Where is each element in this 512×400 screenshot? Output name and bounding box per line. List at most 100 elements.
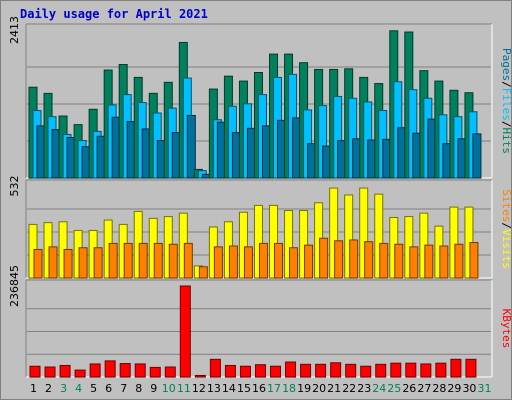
bar-sites-day-15 (243, 246, 253, 279)
bar-kbytes-day-25 (390, 362, 402, 378)
bar-kbytes-day-26 (405, 362, 417, 378)
bar-kbytes-day-8 (134, 363, 146, 378)
x-tick-label-day-6: 6 (105, 382, 112, 395)
bar-sites-day-18 (289, 247, 299, 279)
bar-kbytes-day-18 (285, 361, 297, 378)
y-tick-label: 532 (8, 176, 21, 197)
bar-sites-day-7 (123, 242, 133, 279)
legend-hits-files-pages: Pages/Files/Hits (500, 48, 512, 154)
bar-sites-day-3 (63, 248, 73, 279)
bar-sites-day-29 (454, 243, 464, 279)
bar-sites-day-2 (48, 246, 58, 279)
bar-sites-day-27 (424, 244, 434, 279)
bar-visits-day-23 (359, 187, 369, 279)
bar-kbytes-day-4 (74, 369, 86, 378)
bar-sites-day-6 (108, 242, 118, 279)
x-tick-label-day-25: 25 (387, 382, 401, 395)
x-tick-label-day-13: 13 (207, 382, 221, 395)
x-tick-label-day-12: 12 (192, 382, 206, 395)
bar-sites-day-30 (469, 242, 479, 279)
bar-sites-day-25 (394, 243, 404, 279)
bar-kbytes-day-9 (149, 366, 161, 378)
legend-entry-sites: Sites (500, 189, 512, 222)
x-tick-label-day-1: 1 (30, 382, 37, 395)
bar-kbytes-day-17 (270, 365, 282, 378)
bar-kbytes-day-30 (465, 358, 477, 378)
legend-entry-visits: Visits (500, 229, 512, 269)
bar-sites-day-17 (274, 242, 284, 279)
bar-kbytes-day-19 (300, 363, 312, 378)
x-tick-label-day-15: 15 (237, 382, 251, 395)
bar-kbytes-day-20 (315, 363, 327, 378)
x-tick-label-day-9: 9 (150, 382, 157, 395)
x-tick-label-day-17: 17 (267, 382, 281, 395)
bar-kbytes-day-1 (29, 365, 41, 378)
bar-sites-day-4 (78, 247, 88, 279)
bar-sites-day-11 (183, 242, 193, 279)
bar-sites-day-1 (33, 248, 43, 279)
x-tick-label-day-3: 3 (60, 382, 67, 395)
bar-kbytes-day-22 (345, 363, 357, 378)
bar-kbytes-day-14 (224, 364, 236, 378)
x-tick-label-day-28: 28 (432, 382, 446, 395)
x-tick-label-day-4: 4 (75, 382, 82, 395)
x-tick-label-day-29: 29 (447, 382, 461, 395)
bar-kbytes-day-29 (450, 358, 462, 378)
bar-kbytes-day-7 (119, 363, 131, 378)
bar-sites-day-14 (228, 245, 238, 279)
x-tick-label-day-18: 18 (282, 382, 296, 395)
x-tick-label-day-27: 27 (417, 382, 431, 395)
chart-title: Daily usage for April 2021 (20, 7, 208, 21)
bar-sites-day-28 (439, 245, 449, 279)
bar-visits-day-21 (329, 187, 339, 279)
x-tick-label-day-10: 10 (162, 382, 176, 395)
bar-sites-day-16 (258, 242, 268, 279)
x-tick-label-day-21: 21 (327, 382, 341, 395)
bar-sites-day-13 (213, 246, 223, 279)
bar-kbytes-day-6 (104, 360, 116, 378)
bar-kbytes-day-21 (330, 362, 342, 378)
bar-kbytes-day-5 (89, 363, 101, 378)
y-tick-label: 2413 (8, 16, 21, 44)
bar-kbytes-day-24 (375, 363, 387, 378)
bar-visits-day-22 (344, 194, 354, 279)
bar-sites-day-12 (198, 266, 208, 279)
bar-sites-day-22 (349, 239, 359, 279)
x-tick-label-day-23: 23 (357, 382, 371, 395)
bar-kbytes-day-13 (209, 358, 221, 378)
legend-separator: / (500, 222, 512, 229)
bar-kbytes-day-15 (239, 365, 251, 378)
bar-visits-day-18 (284, 210, 294, 279)
x-tick-label-day-11: 11 (177, 382, 191, 395)
x-tick-label-day-7: 7 (120, 382, 127, 395)
bar-kbytes-day-28 (435, 362, 447, 378)
legend-separator: / (500, 81, 512, 88)
bar-sites-day-26 (409, 246, 419, 279)
x-tick-label-day-22: 22 (342, 382, 356, 395)
legend-kbytes: KBytes (500, 309, 512, 349)
bar-sites-day-8 (138, 242, 148, 279)
bar-sites-day-23 (364, 241, 374, 279)
bar-pages-day-11 (186, 114, 196, 179)
panel-kbytes (26, 280, 492, 377)
bar-sites-day-19 (304, 244, 314, 279)
bar-visits-day-17 (269, 204, 279, 279)
legend-entry-pages: Pages (500, 48, 512, 81)
legend-visits-sites: Sites/Visits (500, 189, 512, 269)
bar-pages-day-30 (472, 133, 482, 179)
bar-sites-day-9 (153, 242, 163, 279)
bar-sites-day-24 (379, 242, 389, 279)
bar-kbytes-day-2 (44, 366, 56, 378)
bar-visits-day-29 (449, 206, 459, 279)
bar-visits-day-16 (253, 204, 263, 279)
legend-entry-kbytes: KBytes (500, 309, 512, 349)
bar-kbytes-day-10 (164, 366, 176, 378)
x-tick-label-day-31: 31 (477, 382, 491, 395)
bar-kbytes-day-16 (254, 364, 266, 378)
bar-sites-day-5 (93, 247, 103, 279)
bar-sites-day-21 (334, 240, 344, 279)
legend-separator: / (500, 121, 512, 128)
x-tick-label-day-30: 30 (462, 382, 476, 395)
x-tick-label-day-24: 24 (372, 382, 386, 395)
